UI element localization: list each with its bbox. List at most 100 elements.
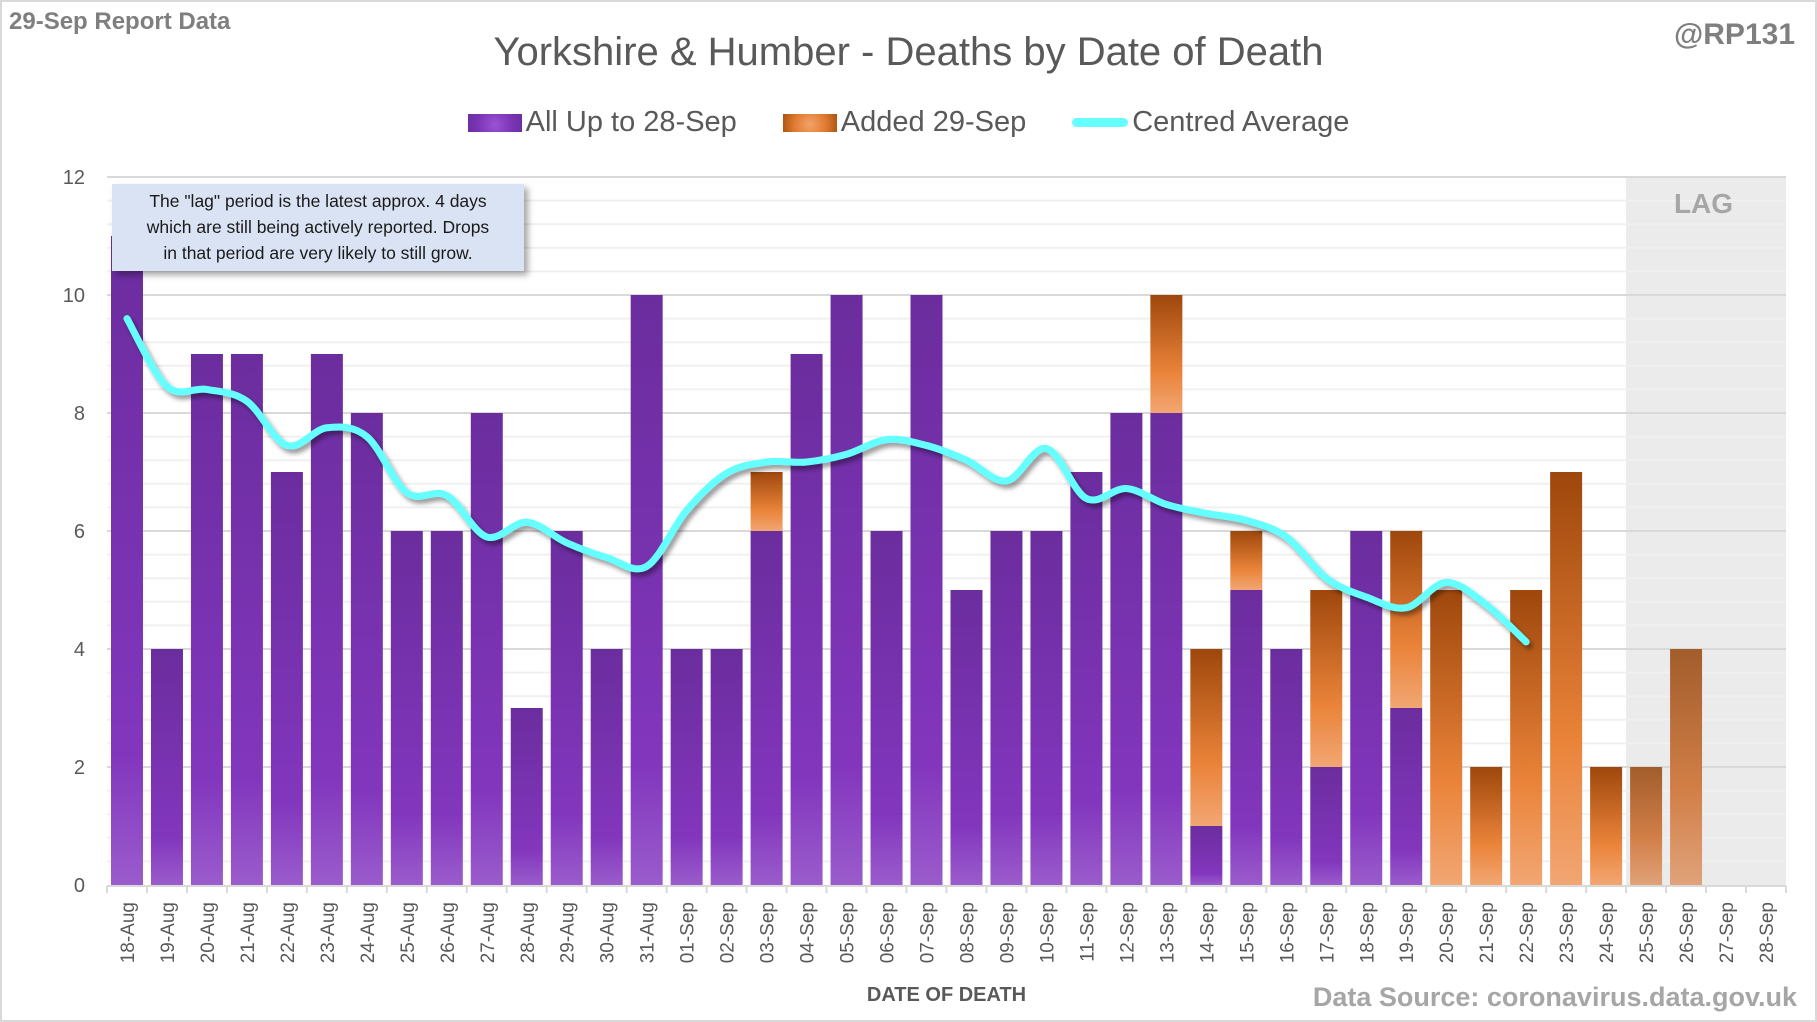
lag-note-box: The "lag" period is the latest approx. 4… xyxy=(112,184,524,271)
x-tick-label: 18-Sep xyxy=(1357,902,1378,963)
bar-existing xyxy=(1030,531,1063,885)
bar-existing xyxy=(990,531,1023,885)
lag-label: LAG xyxy=(1673,188,1734,219)
y-tick-label: 8 xyxy=(74,403,85,425)
x-tick-label: 29-Aug xyxy=(558,902,579,963)
bar-existing xyxy=(790,354,823,885)
bar-existing xyxy=(350,413,383,885)
x-tick-label: 25-Aug xyxy=(398,902,419,963)
x-tick-label: 16-Sep xyxy=(1277,902,1298,963)
x-tick-label: 19-Sep xyxy=(1397,902,1418,963)
bar-existing xyxy=(710,649,743,885)
chart-legend: All Up to 28-Sep Added 29-Sep Centred Av… xyxy=(0,106,1817,139)
x-tick-label: 22-Sep xyxy=(1517,902,1538,963)
bar-added xyxy=(1590,767,1623,885)
y-tick-label: 0 xyxy=(74,875,85,897)
x-tick-label: 09-Sep xyxy=(997,902,1018,963)
bar-existing xyxy=(270,472,303,885)
x-tick-label: 30-Aug xyxy=(598,902,619,963)
bar-added xyxy=(1190,649,1223,826)
bar-added xyxy=(1550,472,1583,885)
x-tick-label: 15-Sep xyxy=(1237,902,1258,963)
legend-label-existing: All Up to 28-Sep xyxy=(525,106,737,138)
x-tick-label: 01-Sep xyxy=(678,902,699,963)
bar-existing xyxy=(1390,708,1423,885)
x-tick-label: 02-Sep xyxy=(718,902,739,963)
legend-label-average: Centred Average xyxy=(1132,106,1350,138)
bar-existing xyxy=(390,531,423,885)
bar-existing xyxy=(870,531,903,885)
y-tick-label: 6 xyxy=(74,521,85,543)
bar-existing xyxy=(510,708,543,885)
x-tick-label: 11-Sep xyxy=(1077,902,1098,962)
bar-existing xyxy=(670,649,703,885)
bar-existing xyxy=(1350,531,1383,885)
x-tick-label: 06-Sep xyxy=(878,902,899,963)
lag-note-line-3: in that period are very likely to still … xyxy=(163,243,473,263)
bar-added xyxy=(1670,649,1703,885)
bar-added xyxy=(1390,531,1423,708)
bar-existing xyxy=(750,531,783,885)
x-tick-label: 28-Aug xyxy=(518,902,539,963)
report-date-label: 29-Sep Report Data xyxy=(9,8,231,35)
x-tick-label: 20-Aug xyxy=(198,902,219,963)
x-tick-label: 17-Sep xyxy=(1317,902,1338,963)
x-tick-label: 14-Sep xyxy=(1197,902,1218,963)
legend-swatch-purple xyxy=(467,113,522,132)
x-tick-label: 18-Aug xyxy=(118,902,139,963)
bar-existing xyxy=(830,295,863,885)
legend-item-added: Added 29-Sep xyxy=(782,106,1027,139)
x-tick-label: 23-Sep xyxy=(1557,902,1578,963)
x-tick-label: 05-Sep xyxy=(838,902,859,963)
x-tick-label: 08-Sep xyxy=(957,902,978,963)
x-tick-label: 10-Sep xyxy=(1037,902,1058,963)
x-tick-label: 19-Aug xyxy=(158,902,179,963)
lag-note-line-2: which are still being actively reported.… xyxy=(146,217,490,237)
x-tick-label: 26-Aug xyxy=(438,902,459,963)
bar-added xyxy=(1150,295,1183,413)
bar-existing xyxy=(190,354,223,885)
chart-title: Yorkshire & Humber - Deaths by Date of D… xyxy=(493,30,1324,74)
legend-item-existing: All Up to 28-Sep xyxy=(467,106,737,139)
y-tick-label: 4 xyxy=(74,639,85,661)
lag-note-line-1: The "lag" period is the latest approx. 4… xyxy=(149,191,487,211)
y-tick-label: 2 xyxy=(74,757,85,779)
x-tick-label: 31-Aug xyxy=(638,902,659,963)
bar-added xyxy=(1430,590,1463,885)
bar-added xyxy=(1470,767,1503,885)
bar-existing xyxy=(150,649,183,885)
x-tick-label: 24-Aug xyxy=(358,902,379,963)
bar-existing xyxy=(1230,590,1263,885)
bar-existing xyxy=(1070,472,1103,885)
bar-existing xyxy=(470,413,503,885)
legend-swatch-orange xyxy=(782,113,837,132)
bar-existing xyxy=(950,590,983,885)
x-tick-label: 26-Sep xyxy=(1677,902,1698,963)
legend-label-added: Added 29-Sep xyxy=(840,106,1027,138)
bar-added xyxy=(1630,767,1663,885)
x-tick-label: 13-Sep xyxy=(1157,902,1178,963)
bar-added xyxy=(1310,590,1343,767)
bar-existing xyxy=(910,295,943,885)
x-tick-label: 03-Sep xyxy=(758,902,779,963)
bar-existing xyxy=(1110,413,1143,885)
bar-existing xyxy=(630,295,663,885)
x-tick-label: 20-Sep xyxy=(1437,902,1458,963)
x-tick-label: 12-Sep xyxy=(1117,902,1138,963)
x-tick-label: 27-Sep xyxy=(1717,902,1738,963)
x-tick-label: 21-Aug xyxy=(238,902,259,963)
x-tick-label: 23-Aug xyxy=(318,902,339,963)
bar-existing xyxy=(1270,649,1303,885)
x-tick-label: 25-Sep xyxy=(1637,902,1658,963)
bar-added xyxy=(750,472,783,531)
legend-item-average: Centred Average xyxy=(1072,106,1349,139)
centred-average-line xyxy=(123,315,1530,646)
bar-existing xyxy=(1310,767,1343,885)
bar-existing xyxy=(310,354,343,885)
x-tick-label: 07-Sep xyxy=(918,902,939,963)
x-tick-label: 21-Sep xyxy=(1477,902,1498,963)
bar-added xyxy=(1230,531,1263,590)
data-source: Data Source: coronavirus.data.gov.uk xyxy=(1312,982,1797,1012)
bar-existing xyxy=(1150,413,1183,885)
